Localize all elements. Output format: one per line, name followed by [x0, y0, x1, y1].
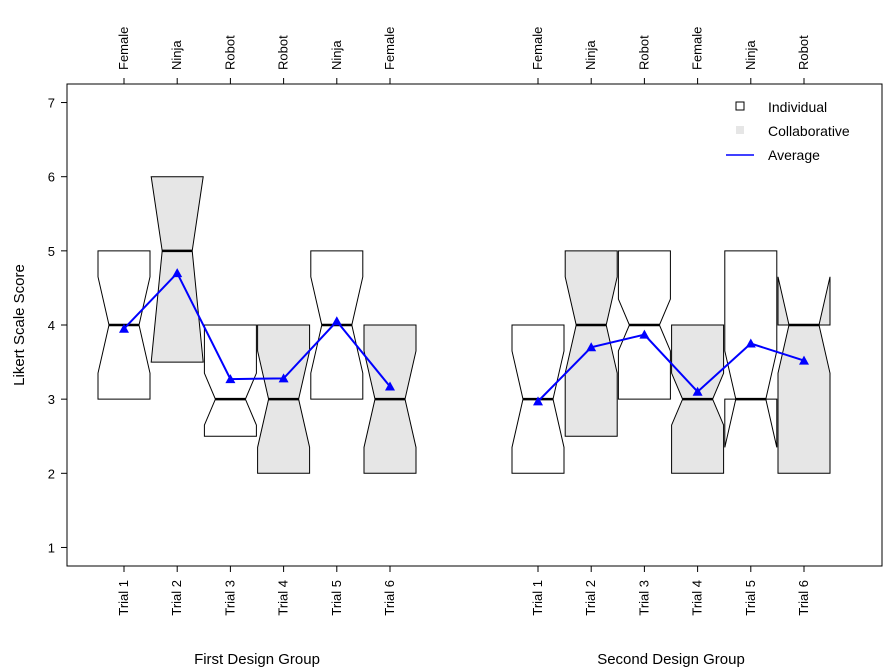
- y-tick-label: 3: [48, 392, 55, 407]
- top-category-label: Female: [382, 27, 397, 70]
- average-marker: [225, 374, 236, 384]
- average-series: [119, 268, 809, 406]
- trial-label: Trial 3: [636, 580, 651, 616]
- trial-label: Trial 2: [169, 580, 184, 616]
- y-tick-label: 1: [48, 540, 55, 555]
- top-category-label: Ninja: [583, 40, 598, 70]
- trial-label: Trial 4: [276, 580, 291, 616]
- legend: Individual Collaborative Average: [726, 99, 850, 163]
- trial-label: Trial 5: [329, 580, 344, 616]
- average-marker: [172, 268, 183, 278]
- trial-label: Trial 1: [530, 580, 545, 616]
- top-category-label: Ninja: [329, 40, 344, 70]
- y-axis-label: Likert Scale Score: [11, 264, 28, 386]
- trial-label: Trial 3: [222, 580, 237, 616]
- top-category-label: Robot: [276, 35, 291, 70]
- trial-label: Trial 5: [743, 580, 758, 616]
- y-axis: 1 2 3 4 5 6 7: [48, 96, 67, 555]
- legend-swatch-individual: [735, 101, 745, 111]
- average-marker: [745, 338, 756, 348]
- average-line: [123, 271, 391, 388]
- legend-label: Average: [768, 147, 820, 163]
- legend-label: Collaborative: [768, 123, 850, 139]
- top-category-label: Ninja: [743, 40, 758, 70]
- trial-label: Trial 2: [583, 580, 598, 616]
- trial-label: Trial 6: [796, 580, 811, 616]
- average-marker: [692, 386, 703, 396]
- group-label: Second Design Group: [597, 651, 745, 668]
- y-tick-label: 5: [48, 244, 55, 259]
- bottom-axis: Trial 1 Trial 2 Trial 3 Trial 4 Trial 5 Trial…: [116, 566, 811, 616]
- group-labels: First Design Group Second Design Group: [194, 651, 745, 668]
- y-tick-label: 4: [48, 318, 55, 333]
- top-category-label: Female: [530, 27, 545, 70]
- top-category-label: Female: [116, 27, 131, 70]
- group-label: First Design Group: [194, 651, 320, 668]
- y-tick-label: 6: [48, 170, 55, 185]
- average-line: [537, 333, 805, 403]
- average-marker: [385, 381, 395, 391]
- box-series: [97, 176, 831, 474]
- y-tick-label: 2: [48, 466, 55, 481]
- average-marker: [331, 316, 342, 326]
- legend-swatch-collaborative: [736, 126, 744, 134]
- average-marker: [799, 355, 809, 365]
- trial-label: Trial 1: [116, 580, 131, 616]
- top-category-label: Robot: [222, 35, 237, 70]
- top-category-label: Ninja: [169, 40, 184, 70]
- top-axis: Female Ninja Robot Robot Ninja Female Female Ni…: [116, 27, 811, 84]
- average-marker: [119, 323, 129, 333]
- legend-label: Individual: [768, 99, 827, 115]
- average-marker: [278, 373, 289, 383]
- top-category-label: Female: [690, 27, 705, 70]
- trial-label: Trial 4: [690, 580, 705, 616]
- y-tick-label: 7: [48, 96, 55, 111]
- trial-label: Trial 6: [382, 580, 397, 616]
- average-marker: [533, 396, 543, 406]
- top-category-label: Robot: [636, 35, 651, 70]
- top-category-label: Robot: [796, 35, 811, 70]
- average-marker: [586, 342, 597, 352]
- average-marker: [639, 329, 650, 339]
- collaborative-box: [777, 276, 831, 474]
